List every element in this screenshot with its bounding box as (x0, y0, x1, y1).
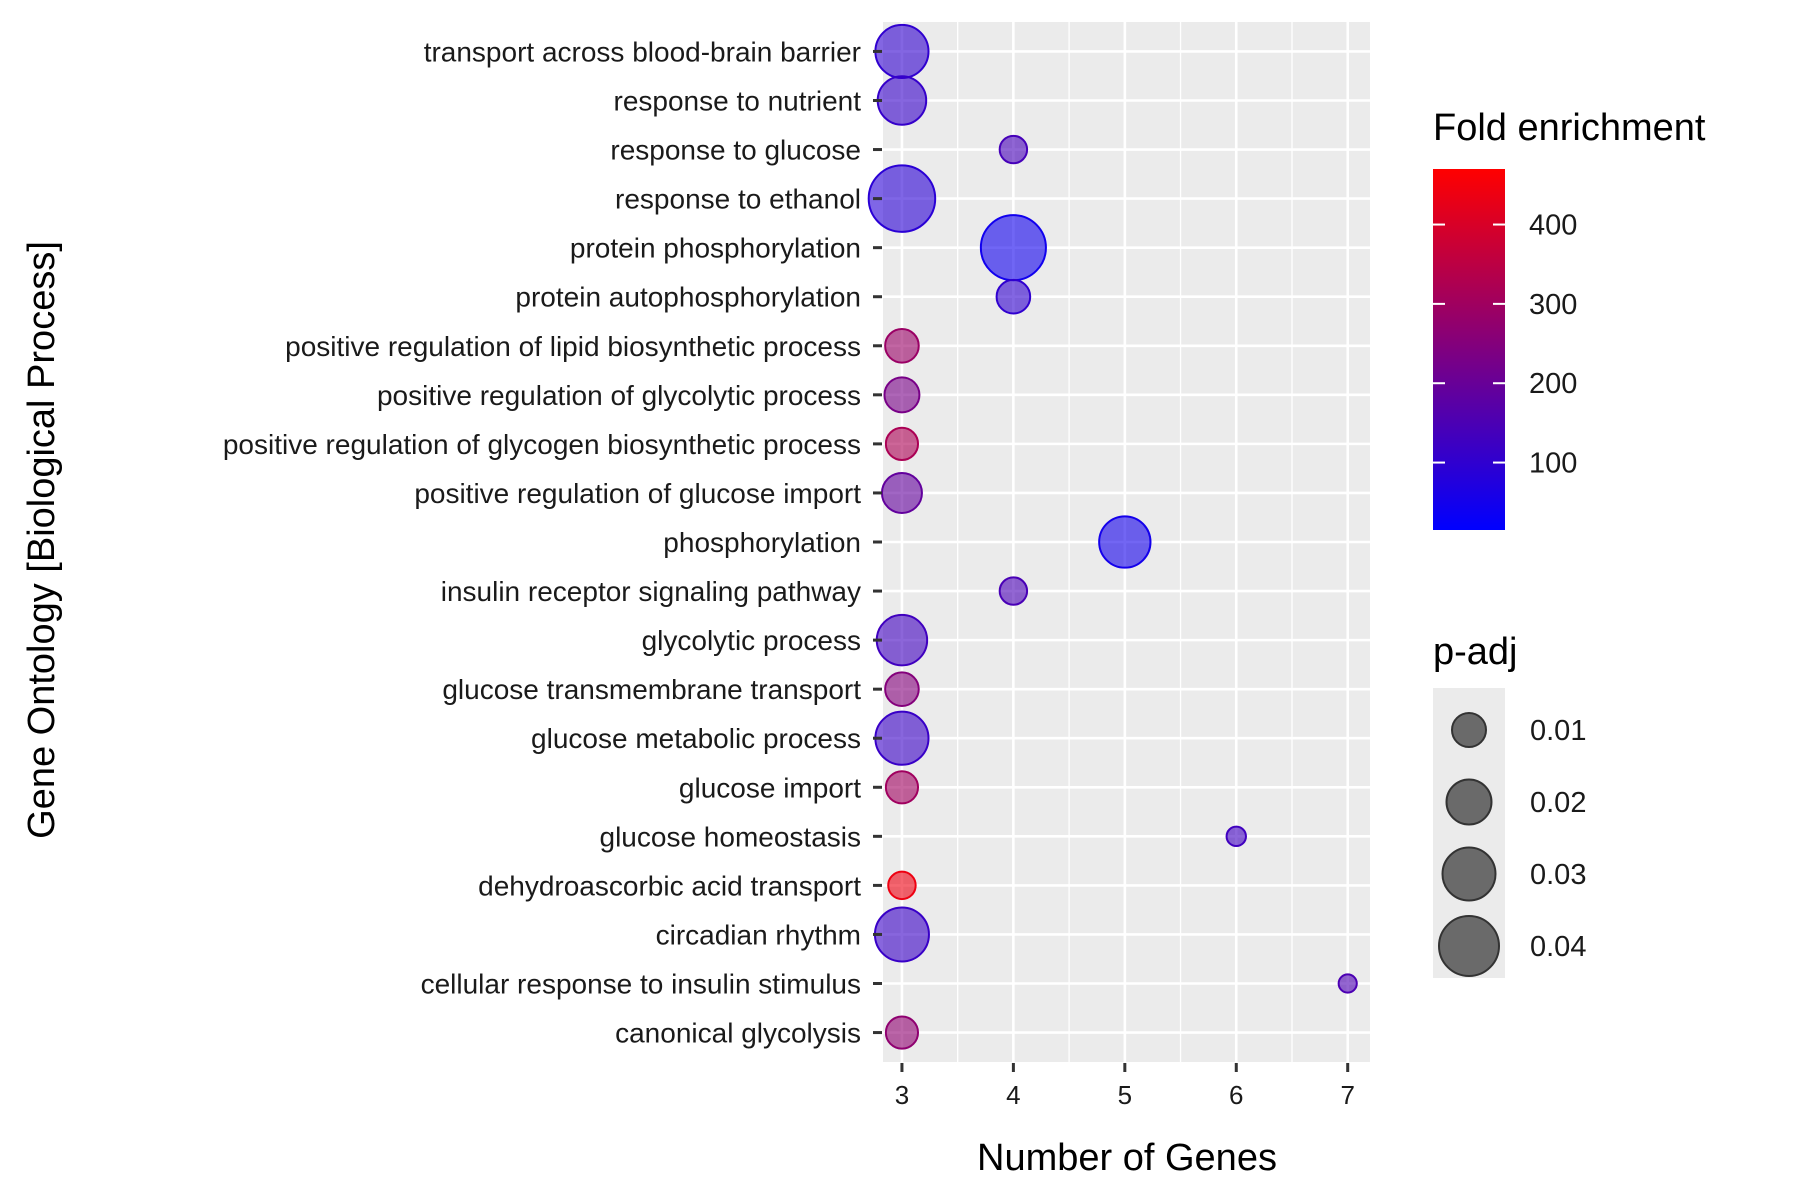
size-legend-swatch (1445, 778, 1493, 826)
y-tick-label: insulin receptor signaling pathway (441, 576, 861, 607)
size-legend-label: 0.01 (1530, 715, 1586, 747)
color-bar-label: 100 (1529, 448, 1577, 480)
y-tick-label: cellular response to insulin stimulus (421, 969, 861, 1000)
data-point (884, 426, 920, 461)
y-tick-label: phosphorylation (663, 527, 861, 558)
y-tick-label: positive regulation of glucose import (414, 478, 861, 509)
data-point (884, 327, 920, 364)
p-adj-legend: p-adj 0.01 0.02 0.03 0.04 (1433, 631, 1586, 978)
y-tick-label: response to nutrient (614, 85, 862, 116)
y-axis-title: Gene Ontology [Biological Process] (21, 241, 63, 839)
x-axis-title: Number of Genes (977, 1137, 1277, 1179)
data-point (873, 906, 930, 963)
data-point (884, 1015, 920, 1050)
y-tick-label: canonical glycolysis (615, 1018, 861, 1049)
y-tick-label: transport across blood-brain barrier (424, 36, 861, 67)
size-legend-swatch (1451, 712, 1487, 748)
y-tick-label: glucose metabolic process (531, 723, 861, 754)
y-tick-label: glucose transmembrane transport (442, 674, 861, 705)
data-point (883, 376, 921, 414)
data-point (875, 613, 929, 667)
color-bar-label: 400 (1529, 210, 1577, 242)
color-bar-label: 300 (1529, 289, 1577, 321)
size-legend-label: 0.04 (1530, 931, 1586, 963)
data-point (1225, 825, 1247, 848)
size-legend-label: 0.02 (1530, 787, 1586, 819)
x-tick-label: 3 (895, 1080, 909, 1110)
y-tick-label: response to ethanol (615, 184, 861, 215)
data-point (1098, 515, 1152, 569)
data-point (874, 23, 930, 79)
y-tick-label: positive regulation of lipid biosyntheti… (285, 331, 861, 362)
y-tick-label: protein phosphorylation (570, 233, 861, 264)
y-tick-label: protein autophosphorylation (515, 282, 861, 313)
color-legend-title: Fold enrichment (1433, 107, 1706, 149)
data-point (884, 770, 920, 805)
grid-lines (883, 22, 1370, 1062)
x-tick-label: 5 (1118, 1080, 1132, 1110)
data-point (884, 671, 920, 707)
y-tick-label: positive regulation of glycolytic proces… (377, 380, 861, 411)
y-tick-label: response to glucose (610, 135, 861, 166)
fold-enrichment-legend: Fold enrichment 100 200 300 400 (1433, 107, 1706, 530)
data-point (876, 75, 928, 126)
size-legend-items: 0.01 0.02 0.03 0.04 (1438, 712, 1586, 977)
y-axis: transport across blood-brain barrier resp… (223, 36, 882, 1049)
color-bar-label: 200 (1529, 368, 1577, 400)
data-point (887, 870, 917, 901)
x-tick-label: 7 (1340, 1080, 1354, 1110)
data-point (867, 164, 937, 233)
x-axis: 3 4 5 6 7 (895, 1063, 1355, 1110)
y-tick-label: circadian rhythm (656, 919, 861, 950)
size-legend-title: p-adj (1433, 631, 1518, 673)
color-bar-ticks: 100 200 300 400 (1433, 210, 1577, 480)
data-point (874, 710, 930, 766)
size-legend-swatch (1441, 846, 1497, 902)
x-tick-label: 4 (1006, 1080, 1020, 1110)
data-point (979, 214, 1047, 282)
y-tick-label: dehydroascorbic acid transport (478, 870, 861, 901)
size-legend-swatch (1438, 915, 1500, 977)
data-point (998, 576, 1029, 606)
y-tick-label: glucose homeostasis (600, 821, 861, 852)
y-tick-label: glucose import (679, 772, 861, 803)
data-point (995, 278, 1032, 315)
data-point (880, 471, 923, 514)
x-tick-label: 6 (1229, 1080, 1243, 1110)
y-tick-label: glycolytic process (642, 625, 861, 656)
data-point (998, 134, 1029, 165)
plot-panel (867, 22, 1370, 1062)
color-bar (1433, 169, 1505, 530)
data-point (1337, 973, 1358, 994)
y-tick-label: positive regulation of glycogen biosynth… (223, 429, 861, 460)
size-legend-label: 0.03 (1530, 859, 1586, 891)
